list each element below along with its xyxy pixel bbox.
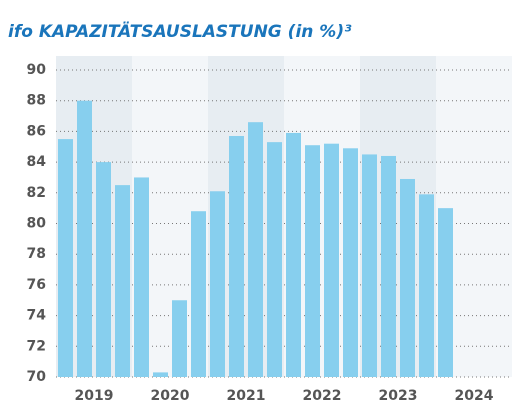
bar bbox=[191, 211, 206, 377]
bar bbox=[324, 143, 339, 377]
bar bbox=[343, 148, 358, 377]
bar bbox=[77, 100, 92, 377]
y-tick-label: 76 bbox=[27, 277, 46, 293]
bar bbox=[210, 191, 225, 377]
x-tick-label: 2020 bbox=[151, 388, 190, 404]
chart-title: ifo KAPAZITÄTSAUSLASTUNG (in %)³ bbox=[8, 20, 352, 42]
bar bbox=[400, 178, 415, 377]
y-tick-label: 84 bbox=[27, 154, 47, 170]
bar bbox=[96, 162, 111, 377]
bar bbox=[153, 372, 168, 377]
y-tick-label: 70 bbox=[27, 369, 47, 385]
bar bbox=[419, 194, 434, 377]
y-tick-label: 82 bbox=[27, 185, 46, 201]
bar bbox=[115, 185, 130, 377]
x-tick-label: 2019 bbox=[75, 388, 114, 404]
y-tick-label: 78 bbox=[27, 246, 46, 262]
y-tick-label: 80 bbox=[27, 216, 47, 232]
bar bbox=[172, 300, 187, 377]
y-tick-label: 74 bbox=[27, 308, 47, 324]
y-tick-label: 88 bbox=[27, 93, 46, 109]
bar bbox=[286, 132, 301, 377]
x-tick-label: 2023 bbox=[379, 388, 418, 404]
x-tick-label: 2021 bbox=[227, 388, 266, 404]
bar bbox=[438, 208, 453, 377]
bar bbox=[381, 155, 396, 377]
x-tick-label: 2024 bbox=[455, 388, 494, 404]
y-tick-label: 72 bbox=[27, 338, 46, 354]
bar bbox=[267, 142, 282, 377]
bar bbox=[134, 177, 149, 377]
bar bbox=[248, 122, 263, 377]
bar bbox=[58, 139, 73, 377]
bar bbox=[229, 136, 244, 377]
y-tick-label: 90 bbox=[27, 62, 47, 78]
y-tick-label: 86 bbox=[27, 123, 46, 139]
bar bbox=[362, 154, 377, 377]
x-tick-label: 2022 bbox=[303, 388, 342, 404]
bar bbox=[305, 145, 320, 377]
